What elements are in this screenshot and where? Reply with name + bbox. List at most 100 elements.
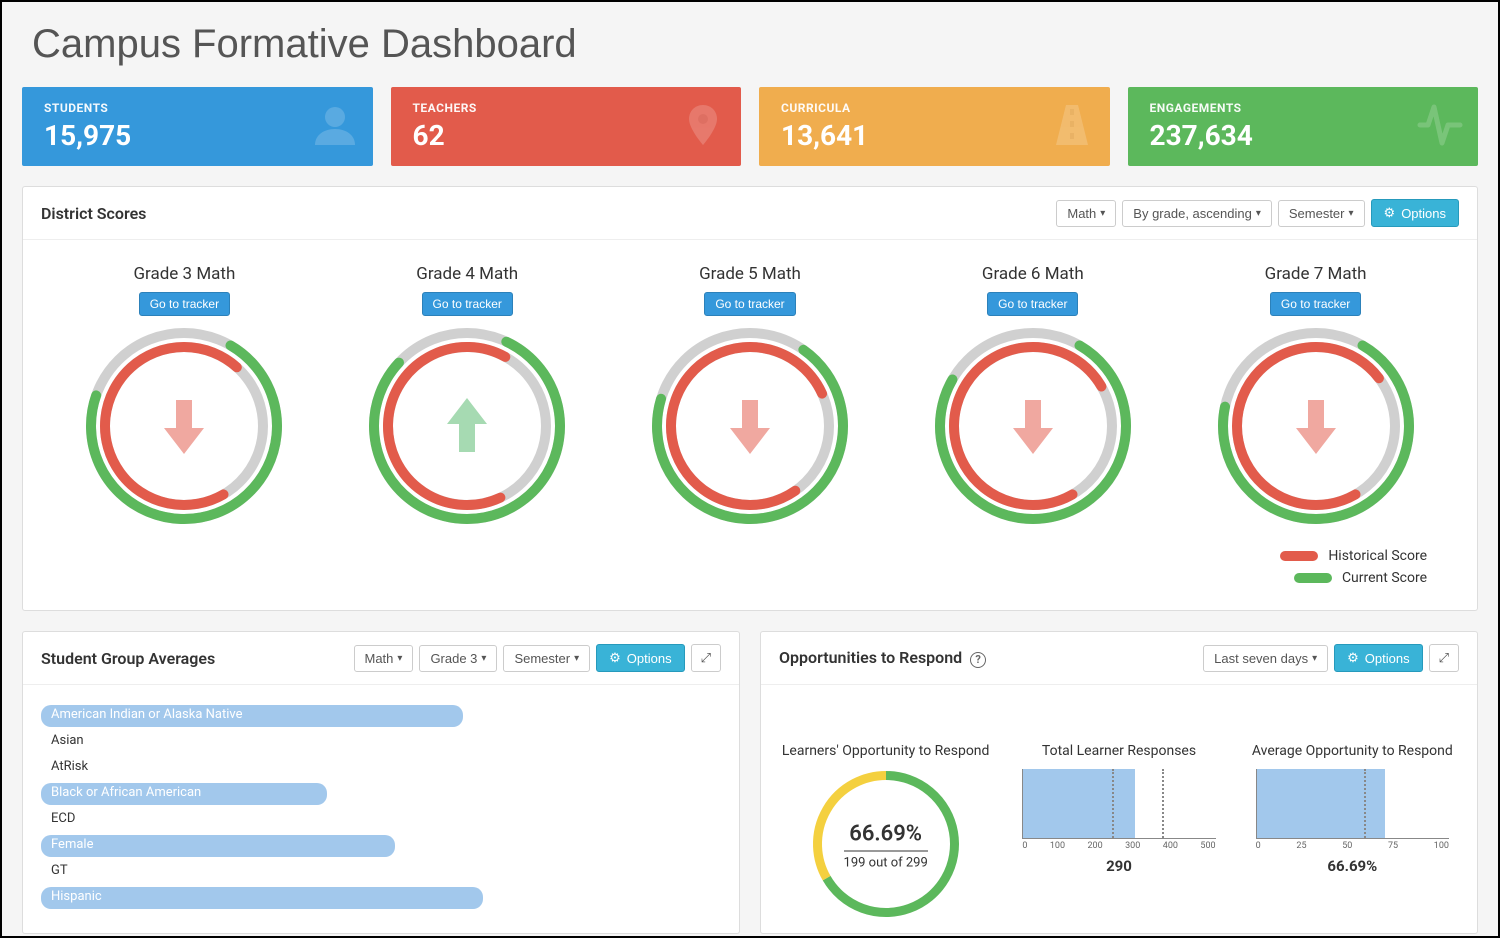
sga-options-button[interactable]: ⚙Options	[596, 644, 684, 672]
trend-arrow-icon	[1013, 400, 1053, 454]
tick-label: 500	[1200, 841, 1215, 851]
expand-icon: ⤢	[701, 650, 711, 665]
caret-down-icon: ▾	[574, 653, 579, 664]
gauge-grade-3-math: Grade 3 Math Go to tracker	[43, 264, 326, 530]
go-to-tracker-button[interactable]: Go to tracker	[987, 292, 1078, 316]
gauge-chart	[84, 326, 284, 526]
bar-label: Black or African American	[51, 785, 201, 800]
go-to-tracker-button[interactable]: Go to tracker	[704, 292, 795, 316]
options-button[interactable]: ⚙Options	[1371, 199, 1459, 227]
caret-down-icon: ▾	[1312, 653, 1317, 664]
otr-avg-col: Average Opportunity to Respond 025507510…	[1246, 705, 1459, 875]
help-icon[interactable]: ?	[970, 652, 986, 668]
kpi-value: 62	[413, 119, 720, 152]
kpi-card-teachers[interactable]: TEACHERS62	[391, 87, 742, 166]
gauge-grade-6-math: Grade 6 MathGo to tracker	[891, 264, 1174, 530]
bar-fill	[41, 887, 483, 909]
filter-subject[interactable]: Math▾	[1056, 200, 1116, 227]
kpi-value: 237,634	[1150, 119, 1457, 152]
bar-row: ECD	[41, 809, 721, 831]
otr-options-button[interactable]: ⚙Options	[1334, 644, 1422, 672]
gauge-legend: Historical Score Current Score	[23, 540, 1477, 610]
otr-filter-range-label: Last seven days	[1214, 651, 1308, 666]
gauge-title: Grade 3 Math	[43, 264, 326, 284]
kpi-label: ENGAGEMENTS	[1150, 101, 1457, 115]
tick-label: 0	[1022, 841, 1027, 851]
otr-total-chart	[1022, 769, 1215, 839]
tick-label: 75	[1388, 841, 1398, 851]
otr-expand-button[interactable]: ⤢	[1429, 644, 1459, 672]
bar-label: Asian	[51, 733, 84, 748]
tick-label: 100	[1434, 841, 1449, 851]
tick-label: 100	[1050, 841, 1065, 851]
gear-icon: ⚙	[1347, 650, 1359, 666]
bar-label: Hispanic	[51, 889, 102, 904]
tick-label: 400	[1163, 841, 1178, 851]
donut-percent: 66.69%	[811, 822, 961, 847]
gear-icon: ⚙	[609, 650, 621, 666]
gauge-title: Grade 5 Math	[609, 264, 892, 284]
sga-filter-grade-label: Grade 3	[430, 651, 477, 666]
trend-arrow-icon	[730, 400, 770, 454]
student-group-averages-panel: Student Group Averages Math▾ Grade 3▾ Se…	[22, 631, 740, 934]
caret-down-icon: ▾	[397, 653, 402, 664]
sga-filter-period[interactable]: Semester ▾	[503, 645, 590, 672]
legend-swatch-current	[1294, 573, 1332, 583]
sga-filter-subject-label: Math	[365, 651, 394, 666]
kpi-value: 13,641	[781, 119, 1088, 152]
gauges-row: Grade 3 Math Go to tracker Grade 4 Math Go …	[23, 240, 1477, 540]
bar-row: Asian	[41, 731, 721, 753]
mini-marker	[1364, 769, 1366, 838]
tick-label: 0	[1256, 841, 1261, 851]
kpi-card-curricula[interactable]: CURRICULA 13,641	[759, 87, 1110, 166]
kpi-label: STUDENTS	[44, 101, 351, 115]
sga-bar-list: American Indian or Alaska NativeAsianAtR…	[23, 685, 739, 923]
activity-icon	[1416, 101, 1464, 153]
gear-icon: ⚙	[1384, 205, 1396, 221]
kpi-card-students[interactable]: STUDENTS 15,975	[22, 87, 373, 166]
gauge-chart	[650, 326, 850, 526]
legend-historical: Historical Score	[1280, 548, 1427, 564]
trend-arrow-icon	[447, 398, 487, 452]
kpi-card-engagements[interactable]: ENGAGEMENTS 237,634	[1128, 87, 1479, 166]
otr-total-title: Total Learner Responses	[1012, 705, 1225, 759]
otr-filter-range[interactable]: Last seven days ▾	[1203, 645, 1328, 672]
pin-icon	[679, 101, 727, 153]
kpi-row: STUDENTS 15,975 TEACHERS62 CURRICULA 13,641 E…	[2, 87, 1498, 186]
mini-marker	[1112, 769, 1114, 838]
gauge-grade-4-math: Grade 4 Math Go to tracker	[326, 264, 609, 530]
legend-swatch-historical	[1280, 551, 1318, 561]
filter-sort[interactable]: By grade, ascending▾	[1122, 200, 1272, 227]
tick-label: 25	[1296, 841, 1306, 851]
kpi-value: 15,975	[44, 119, 351, 152]
otr-avg-value: 66.69%	[1246, 857, 1459, 875]
gauge-chart	[1216, 326, 1416, 526]
sga-title: Student Group Averages	[41, 649, 215, 668]
district-scores-title: District Scores	[41, 204, 146, 223]
otr-donut-title: Learners' Opportunity to Respond	[779, 705, 992, 759]
gauge-title: Grade 4 Math	[326, 264, 609, 284]
go-to-tracker-button[interactable]: Go to tracker	[139, 292, 230, 316]
opportunities-panel: Opportunities to Respond ? Last seven da…	[760, 631, 1478, 934]
mini-marker	[1162, 769, 1164, 838]
road-icon	[1048, 101, 1096, 153]
page-title: Campus Formative Dashboard	[2, 2, 1498, 87]
kpi-label: CURRICULA	[781, 101, 1088, 115]
gauge-chart	[367, 326, 567, 526]
bar-row: GT	[41, 861, 721, 883]
legend-current-label: Current Score	[1342, 570, 1427, 586]
sga-filter-subject[interactable]: Math▾	[354, 645, 414, 672]
otr-title-wrap: Opportunities to Respond ?	[779, 648, 986, 668]
otr-total-ticks: 0100200300400500	[1022, 841, 1215, 851]
bar-row: American Indian or Alaska Native	[41, 705, 721, 727]
otr-avg-ticks: 0255075100	[1256, 841, 1449, 851]
go-to-tracker-button[interactable]: Go to tracker	[1270, 292, 1361, 316]
filter-period[interactable]: Semester▾	[1278, 200, 1365, 227]
expand-button[interactable]: ⤢	[691, 644, 721, 672]
otr-avg-chart	[1256, 769, 1449, 839]
go-to-tracker-button[interactable]: Go to tracker	[422, 292, 513, 316]
otr-total-col: Total Learner Responses 0100200300400500…	[1012, 705, 1225, 875]
sga-filter-grade[interactable]: Grade 3▾	[419, 645, 497, 672]
gauge-grade-7-math: Grade 7 MathGo to tracker	[1174, 264, 1457, 530]
sga-filter-period-label: Semester	[514, 651, 570, 666]
